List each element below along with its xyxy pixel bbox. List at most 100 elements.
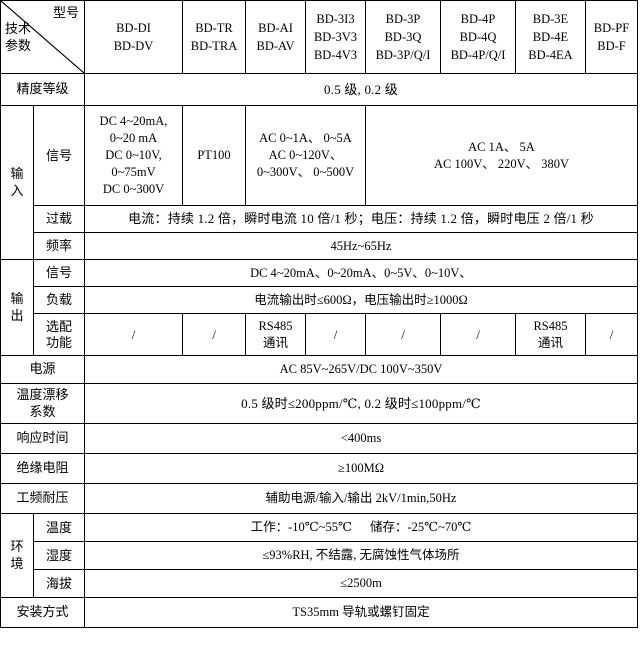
- value-line: DC 0~10V,: [105, 148, 162, 163]
- model-column-7: BD-3E BD-4E BD-4EA: [515, 0, 586, 74]
- label-response-time: 响应时间: [0, 423, 85, 454]
- value-line: DC 4~20mA,: [99, 114, 168, 129]
- row-output-load: 负载 电流输出时≤600Ω，电压输出时≥1000Ω: [1, 286, 638, 314]
- group-label-char: 出: [10, 307, 24, 323]
- optional-cell-7: RS485 通讯: [515, 313, 586, 356]
- specification-table: 型号 技术 参数 BD-DI BD-DV BD-TR BD-TRA BD-AI …: [0, 0, 638, 628]
- group-label-input: 输 入: [0, 105, 34, 260]
- label-input-overload: 过载: [33, 205, 85, 233]
- optional-cell-5: /: [365, 313, 441, 356]
- group-label-environment: 环 境: [0, 513, 34, 598]
- corner-model-label: 型号: [52, 5, 79, 20]
- value-withstand-voltage: 辅助电源/输入/输出 2kV/1min,50Hz: [84, 483, 638, 514]
- row-power-supply: 电源 AC 85V~265V/DC 100V~350V: [0, 355, 638, 384]
- value-input-frequency: 45Hz~65Hz: [84, 232, 638, 260]
- group-label-char: 输: [10, 166, 24, 182]
- value-input-overload: 电流：持续 1.2 倍，瞬时电流 10 倍/1 秒；电压：持续 1.2 倍，瞬时…: [84, 205, 638, 233]
- optional-cell-4: /: [305, 313, 366, 356]
- optional-cell-2: /: [182, 313, 246, 356]
- row-withstand-voltage: 工频耐压 辅助电源/输入/输出 2kV/1min,50Hz: [0, 483, 638, 514]
- model-line: BD-TR: [195, 20, 233, 35]
- model-column-2: BD-TR BD-TRA: [182, 0, 246, 74]
- label-mounting-method: 安装方式: [0, 597, 85, 628]
- row-response-time: 响应时间 <400ms: [0, 423, 638, 454]
- label-input-signal: 信号: [33, 105, 85, 206]
- value-response-time: <400ms: [84, 423, 638, 454]
- corner-tech-line2: 参数: [5, 37, 32, 53]
- row-output-signal: 输 出 信号 DC 4~20mA、0~20mA、0~5V、0~10V、: [0, 259, 638, 356]
- env-temp-working: 工作：-10℃~55℃: [250, 520, 352, 535]
- model-line: BD-DV: [113, 39, 154, 53]
- label-env-temperature: 温度: [33, 513, 85, 542]
- value-line: AC 100V、 220V、 380V: [433, 156, 570, 171]
- label-output-optional: 选配 功能: [33, 313, 85, 356]
- model-line: BD-AI: [258, 20, 293, 35]
- value-line: AC 0~1A、 0~5A: [259, 131, 352, 146]
- row-env-temperature: 环 境 温度 工作：-10℃~55℃ 储存：-25℃~70℃: [0, 513, 638, 598]
- row-mounting-method: 安装方式 TS35mm 导轨或螺钉固定: [0, 597, 638, 628]
- value-power-supply: AC 85V~265V/DC 100V~350V: [84, 355, 638, 384]
- label-withstand-voltage: 工频耐压: [0, 483, 85, 514]
- optional-cell-1: /: [84, 313, 183, 356]
- label-env-altitude: 海拔: [33, 569, 85, 598]
- value-input-signal-ac: AC 0~1A、 0~5A AC 0~120V、 0~300V、 0~500V: [245, 105, 366, 206]
- model-line: BD-DI: [116, 20, 151, 35]
- row-input-signal: 输 入 信号 DC 4~20mA, 0~20 mA DC 0~10V, 0~75…: [0, 105, 638, 260]
- value-line: RS485: [533, 319, 568, 334]
- value-temp-drift: 0.5 级时≤200ppm/℃, 0.2 级时≤100ppm/℃: [84, 383, 638, 424]
- value-line: RS485: [258, 319, 293, 334]
- label-line: 系数: [29, 403, 56, 419]
- row-output-optional: 选配 功能 / / RS485 通讯 / / / RS485 通讯 /: [1, 313, 638, 356]
- value-output-load: 电流输出时≤600Ω，电压输出时≥1000Ω: [84, 286, 638, 314]
- value-line: 通讯: [537, 335, 563, 350]
- model-column-3: BD-AI BD-AV: [245, 0, 306, 74]
- model-line: BD-AV: [256, 39, 295, 53]
- label-input-frequency: 频率: [33, 232, 85, 260]
- label-line: 温度漂移: [16, 387, 69, 403]
- value-line: 0~20 mA: [109, 131, 158, 146]
- model-line: BD-3I3: [316, 11, 355, 26]
- model-line: BD-4E: [532, 29, 569, 44]
- value-input-signal-pt100: PT100: [182, 105, 246, 206]
- label-temp-drift: 温度漂移 系数: [0, 383, 85, 424]
- row-insulation-resistance: 绝缘电阻 ≥100MΩ: [0, 453, 638, 484]
- model-line: BD-3P/Q/I: [375, 48, 431, 63]
- value-accuracy-class: 0.5 级, 0.2 级: [84, 73, 638, 106]
- model-line: BD-TRA: [190, 39, 238, 53]
- model-column-4: BD-3I3 BD-3V3 BD-4V3: [305, 0, 366, 74]
- value-input-signal-ac3: AC 1A、 5A AC 100V、 220V、 380V: [365, 105, 638, 206]
- group-label-char: 入: [10, 182, 24, 198]
- value-insulation-resistance: ≥100MΩ: [84, 453, 638, 484]
- group-label-char: 输: [10, 291, 24, 307]
- table-header-row: 型号 技术 参数 BD-DI BD-DV BD-TR BD-TRA BD-AI …: [0, 0, 638, 74]
- row-env-humidity: 湿度 ≤93%RH, 不结露, 无腐蚀性气体场所: [1, 541, 638, 570]
- value-line: 0~300V、 0~500V: [256, 164, 355, 179]
- model-line: BD-4P: [460, 11, 496, 26]
- value-output-signal: DC 4~20mA、0~20mA、0~5V、0~10V、: [84, 259, 638, 287]
- model-line: BD-3E: [532, 11, 569, 26]
- label-output-signal: 信号: [33, 259, 85, 287]
- group-label-output: 输 出: [0, 259, 34, 356]
- value-line: 0~75mV: [111, 164, 156, 179]
- model-line: BD-F: [597, 39, 626, 53]
- group-label-char: 环: [10, 539, 24, 555]
- group-label-char: 境: [10, 555, 24, 571]
- optional-cell-3: RS485 通讯: [245, 313, 306, 356]
- row-env-altitude: 海拔 ≤2500m: [1, 569, 638, 598]
- env-temp-storage: 储存：-25℃~70℃: [370, 520, 472, 535]
- value-mounting-method: TS35mm 导轨或螺钉固定: [84, 597, 638, 628]
- value-line: DC 0~300V: [102, 181, 165, 196]
- model-line: BD-4V3: [313, 48, 358, 63]
- model-line: BD-3P: [385, 11, 421, 26]
- model-column-5: BD-3P BD-3Q BD-3P/Q/I: [365, 0, 441, 74]
- label-power-supply: 电源: [0, 355, 85, 384]
- row-temp-drift: 温度漂移 系数 0.5 级时≤200ppm/℃, 0.2 级时≤100ppm/℃: [0, 383, 638, 424]
- row-input-overload: 过载 电流：持续 1.2 倍，瞬时电流 10 倍/1 秒；电压：持续 1.2 倍…: [1, 205, 638, 233]
- label-line: 选配: [45, 318, 72, 334]
- optional-cell-6: /: [440, 313, 516, 356]
- model-column-6: BD-4P BD-4Q BD-4P/Q/I: [440, 0, 516, 74]
- row-accuracy-class: 精度等级 0.5 级, 0.2 级: [0, 73, 638, 106]
- label-accuracy-class: 精度等级: [0, 73, 85, 106]
- model-line: BD-3Q: [384, 29, 422, 44]
- model-line: BD-3V3: [313, 29, 358, 44]
